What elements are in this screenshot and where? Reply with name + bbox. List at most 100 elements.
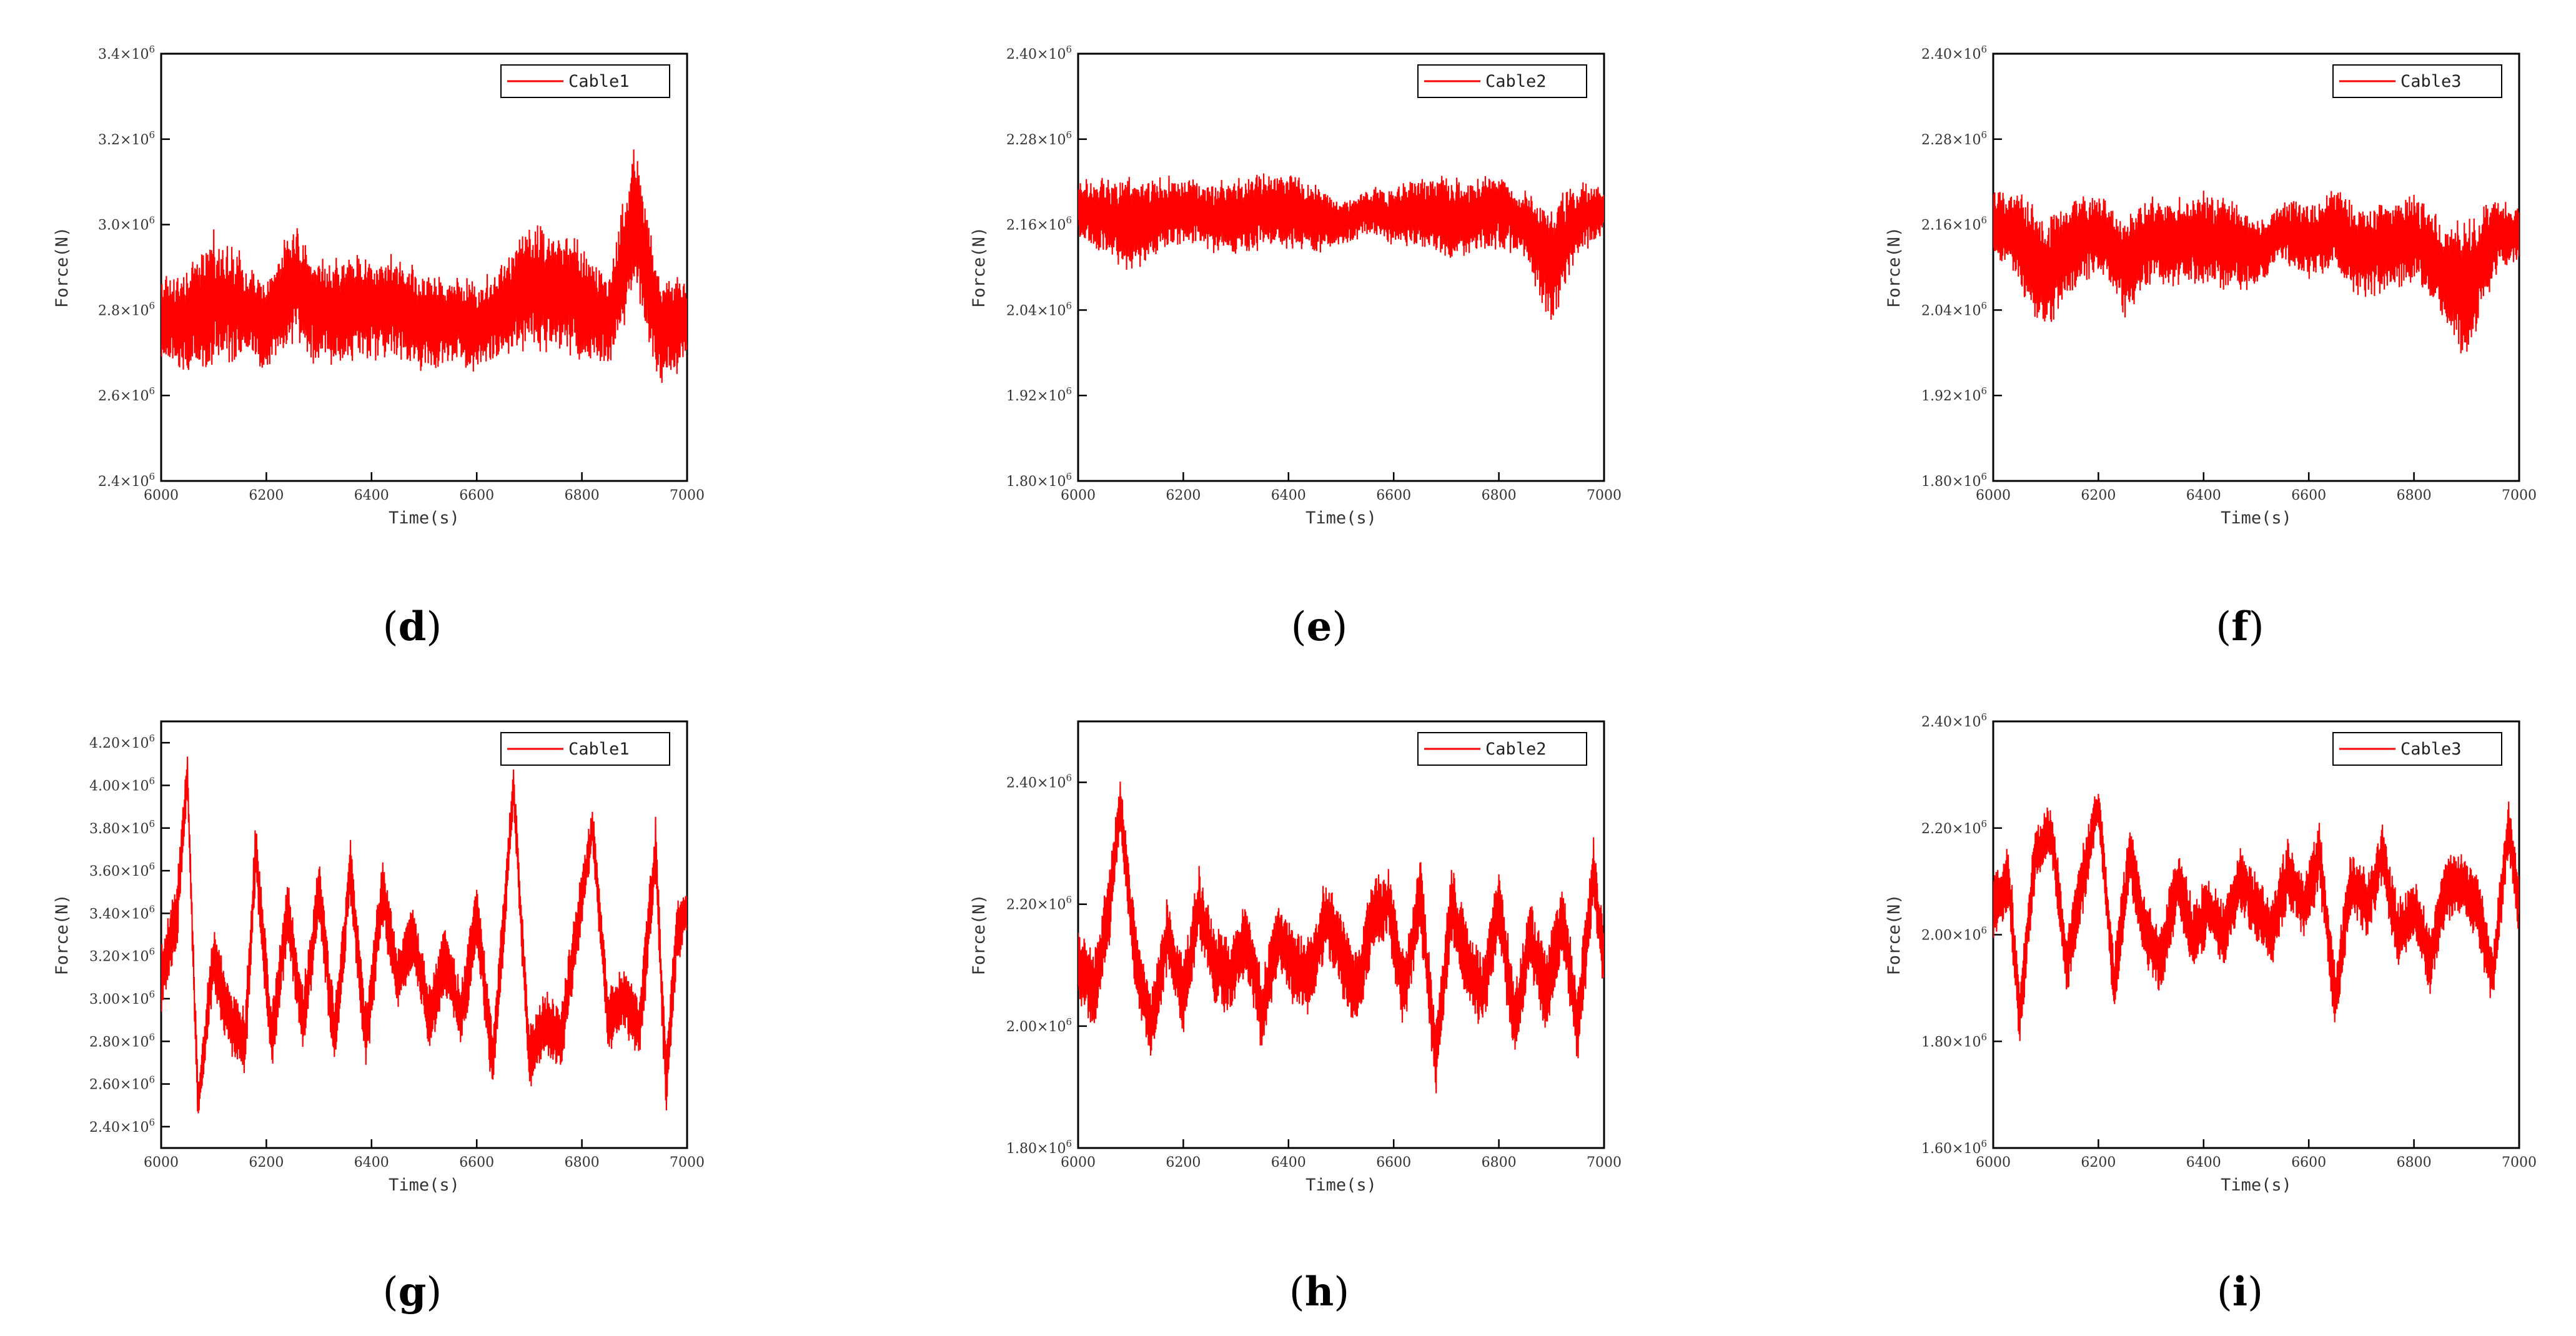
y-axis-title: Force(N) bbox=[969, 227, 989, 308]
panel-letter-g: g bbox=[399, 1269, 427, 1315]
y-tick-label: 2.04×106 bbox=[1921, 300, 1987, 319]
chart-panel-e: 6000 6200 6400 6600 6800 7000 1.80×106 1.92×106… bbox=[969, 44, 1622, 528]
x-tick-label: 6000 bbox=[1061, 488, 1096, 503]
panel-captions: (d) (e) (f) (g) (h) (i) bbox=[383, 603, 2264, 1315]
y-tick-label: 2.20×106 bbox=[1006, 894, 1072, 913]
y-tick-label: 2.40×106 bbox=[1921, 711, 1987, 730]
y-axis-title: Force(N) bbox=[1885, 894, 1904, 975]
x-tick-label: 6600 bbox=[459, 488, 494, 503]
x-tick-label: 6600 bbox=[1376, 488, 1411, 503]
y-axis-title: Force(N) bbox=[52, 227, 72, 308]
legend: Cable1 bbox=[500, 732, 670, 766]
panel-caption-i: (i) bbox=[2217, 1269, 2263, 1315]
x-tick-label: 6200 bbox=[2081, 488, 2116, 503]
panel-caption-h: (h) bbox=[1289, 1269, 1349, 1315]
chart-panel-i: 6000 6200 6400 6600 6800 7000 1.60×106 1.80×106… bbox=[1885, 711, 2537, 1195]
x-tick-label: 6800 bbox=[2397, 488, 2432, 503]
legend: Cable2 bbox=[1417, 732, 1587, 766]
y-tick-label: 2.40×106 bbox=[1006, 773, 1072, 791]
x-axis-title: Time(s) bbox=[2221, 1175, 2292, 1195]
series-line-cable3 bbox=[1993, 191, 2519, 354]
y-tick-label: 2.00×106 bbox=[1921, 925, 1987, 944]
x-tick-label: 6600 bbox=[1376, 1155, 1411, 1170]
panel-caption-g: (g) bbox=[383, 1269, 442, 1315]
panel-letter-d: d bbox=[399, 603, 427, 650]
x-axis-title: Time(s) bbox=[1305, 1175, 1377, 1195]
y-tick-label: 2.04×106 bbox=[1006, 300, 1072, 319]
y-tick-label: 1.80×106 bbox=[1006, 1138, 1072, 1157]
y-axis-title: Force(N) bbox=[1885, 227, 1904, 308]
legend-label: Cable3 bbox=[2400, 740, 2462, 759]
x-tick-label: 6800 bbox=[1482, 1155, 1517, 1170]
x-tick-label: 6200 bbox=[1166, 488, 1201, 503]
x-tick-label: 7000 bbox=[1587, 488, 1622, 503]
x-tick-label: 6200 bbox=[249, 488, 284, 503]
chart-panel-d: 6000 6200 6400 6600 6800 7000 2.4×106 2.6×106 2.… bbox=[52, 44, 705, 528]
x-tick-label: 7000 bbox=[670, 488, 705, 503]
x-tick-label: 7000 bbox=[670, 1155, 705, 1170]
series-line-cable1 bbox=[161, 149, 687, 383]
panel-caption-f: (f) bbox=[2216, 603, 2264, 650]
x-tick-label: 6800 bbox=[2397, 1155, 2432, 1170]
legend-label: Cable1 bbox=[568, 72, 630, 91]
x-tick-label: 6600 bbox=[459, 1155, 494, 1170]
y-axis-title: Force(N) bbox=[969, 894, 989, 975]
y-tick-label: 4.00×106 bbox=[89, 775, 155, 794]
y-tick-label: 1.92×106 bbox=[1006, 385, 1072, 404]
x-tick-label: 6800 bbox=[565, 1155, 600, 1170]
legend: Cable2 bbox=[1417, 64, 1587, 98]
x-tick-label: 6400 bbox=[1271, 1155, 1306, 1170]
y-tick-label: 2.80×106 bbox=[89, 1031, 155, 1050]
x-axis-title: Time(s) bbox=[2221, 508, 2292, 528]
y-tick-label: 1.92×106 bbox=[1921, 385, 1987, 404]
chart-panel-f: 6000 6200 6400 6600 6800 7000 1.80×106 1.92×106… bbox=[1885, 44, 2537, 528]
chart-panels: 6000 6200 6400 6600 6800 7000 2.4×106 2.6×106 2.… bbox=[52, 44, 2537, 1195]
x-tick-label: 6000 bbox=[1976, 1155, 2011, 1170]
x-tick-label: 6000 bbox=[144, 1155, 179, 1170]
y-tick-label: 1.80×106 bbox=[1006, 471, 1072, 490]
y-tick-label: 2.28×106 bbox=[1921, 129, 1987, 148]
y-tick-label: 2.60×106 bbox=[89, 1074, 155, 1093]
y-tick-label: 3.2×106 bbox=[98, 129, 155, 148]
x-tick-label: 7000 bbox=[1587, 1155, 1622, 1170]
y-tick-label: 4.20×106 bbox=[89, 733, 155, 751]
y-tick-label: 2.28×106 bbox=[1006, 129, 1072, 148]
x-tick-label: 6000 bbox=[144, 488, 179, 503]
plot-frame bbox=[160, 720, 688, 1149]
y-tick-label: 2.8×106 bbox=[98, 300, 155, 319]
y-tick-label: 2.20×106 bbox=[1921, 818, 1987, 837]
x-tick-label: 6800 bbox=[1482, 488, 1517, 503]
y-tick-label: 1.80×106 bbox=[1921, 471, 1987, 490]
legend-label: Cable3 bbox=[2400, 72, 2462, 91]
legend: Cable3 bbox=[2332, 64, 2502, 98]
y-axis-title: Force(N) bbox=[52, 894, 72, 975]
y-tick-label: 3.80×106 bbox=[89, 818, 155, 837]
x-tick-label: 6400 bbox=[354, 488, 389, 503]
x-tick-label: 6600 bbox=[2291, 1155, 2326, 1170]
y-tick-label: 3.4×106 bbox=[98, 44, 155, 62]
x-tick-label: 6200 bbox=[2081, 1155, 2116, 1170]
x-tick-label: 6000 bbox=[1976, 488, 2011, 503]
panel-letter-f: f bbox=[2231, 603, 2251, 650]
y-tick-label: 2.40×106 bbox=[1921, 44, 1987, 62]
x-tick-label: 6400 bbox=[2186, 1155, 2221, 1170]
y-tick-label: 3.60×106 bbox=[89, 861, 155, 879]
series-line-cable1 bbox=[161, 756, 687, 1114]
chart-panel-g: 6000 6200 6400 6600 6800 7000 2.40×106 2.60×106… bbox=[52, 720, 705, 1195]
panel-letter-h: h bbox=[1305, 1269, 1334, 1315]
x-tick-label: 6200 bbox=[1166, 1155, 1201, 1170]
legend-label: Cable2 bbox=[1485, 740, 1547, 759]
x-axis-title: Time(s) bbox=[389, 508, 460, 528]
y-tick-label: 2.40×106 bbox=[89, 1117, 155, 1136]
y-tick-label: 2.16×106 bbox=[1921, 215, 1987, 234]
plot-frame bbox=[1077, 52, 1605, 482]
legend: Cable1 bbox=[500, 64, 670, 98]
plot-frame bbox=[1992, 52, 2520, 482]
x-tick-label: 7000 bbox=[2502, 1155, 2537, 1170]
x-tick-label: 6400 bbox=[2186, 488, 2221, 503]
x-tick-label: 6400 bbox=[354, 1155, 389, 1170]
y-tick-label: 2.4×106 bbox=[98, 471, 155, 490]
y-tick-label: 3.40×106 bbox=[89, 903, 155, 922]
x-tick-label: 7000 bbox=[2502, 488, 2537, 503]
